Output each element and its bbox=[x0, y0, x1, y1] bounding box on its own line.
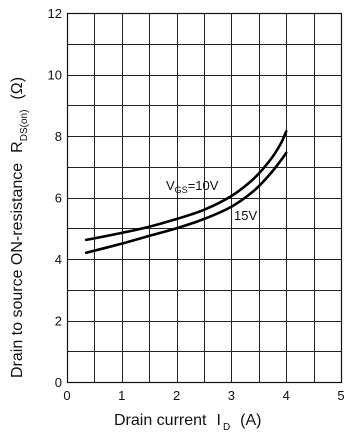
x-axis-label-main: Drain current bbox=[114, 412, 207, 429]
annotation-vgs-main: V bbox=[166, 178, 175, 193]
x-tick-label: 1 bbox=[118, 388, 125, 403]
y-axis-label-main: Drain to source ON-resistance bbox=[9, 163, 26, 378]
grid bbox=[66, 12, 343, 384]
annotation-vgs-sub: GS bbox=[175, 185, 188, 195]
x-tick-label: 2 bbox=[173, 388, 180, 403]
y-tick-label: 12 bbox=[48, 6, 62, 21]
annotation-15v: 15V bbox=[234, 208, 257, 223]
y-tick-label: 8 bbox=[55, 129, 62, 144]
plot-frame bbox=[66, 12, 343, 384]
y-tick-label: 2 bbox=[55, 314, 62, 329]
series-line-vgs-10v bbox=[84, 130, 288, 242]
y-tick-label: 10 bbox=[48, 68, 62, 83]
x-axis-label-unit: (A) bbox=[240, 412, 261, 429]
y-tick-label: 0 bbox=[55, 375, 62, 390]
y-axis-label-symbol: R bbox=[9, 141, 26, 153]
x-tick-label: 4 bbox=[283, 388, 290, 403]
y-axis-label-unit: (Ω) bbox=[9, 77, 26, 100]
y-axis-label-sub: DS(on) bbox=[19, 110, 30, 142]
x-tick-label: 5 bbox=[337, 388, 344, 403]
series-line-vgs-15v bbox=[84, 151, 288, 255]
x-axis-label-sub: D bbox=[223, 422, 230, 433]
annotation-vgs: VGS=10V bbox=[166, 178, 219, 195]
x-axis-label-symbol: I bbox=[216, 412, 220, 429]
y-axis-label: Drain to source ON-resistance RDS(on) (Ω) bbox=[9, 77, 30, 378]
y-tick-label: 6 bbox=[55, 191, 62, 206]
x-axis-label: Drain current I D (A) bbox=[114, 412, 262, 433]
curves bbox=[84, 130, 288, 255]
x-tick-label: 3 bbox=[228, 388, 235, 403]
y-tick-label: 4 bbox=[55, 252, 62, 267]
annotation-vgs-rest: =10V bbox=[188, 178, 219, 193]
x-tick-label: 0 bbox=[63, 388, 70, 403]
